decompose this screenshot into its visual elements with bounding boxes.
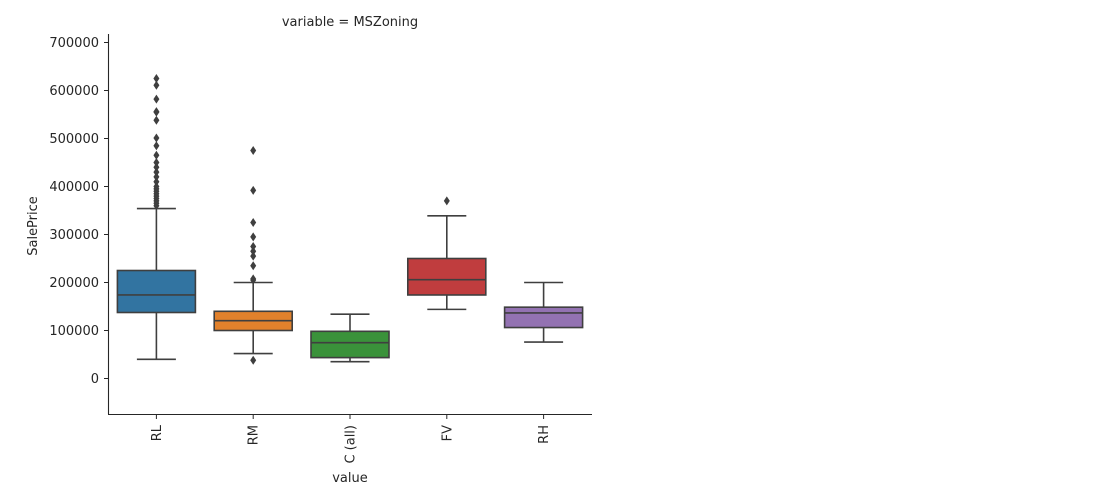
x-tick-label: RM <box>247 425 262 445</box>
y-tick-label: 400000 <box>49 180 99 195</box>
box-rm <box>213 146 293 365</box>
outlier-point <box>250 246 257 256</box>
outlier-point <box>153 167 160 177</box>
outlier-point <box>153 74 160 83</box>
y-tick-label: 300000 <box>49 228 99 243</box>
outlier-point <box>250 242 257 251</box>
y-tick-label: 500000 <box>49 132 99 147</box>
iqr-box <box>310 330 390 359</box>
y-tick-label: 200000 <box>49 276 99 291</box>
y-axis-label: SalePrice <box>26 196 41 256</box>
outlier-point <box>443 196 450 206</box>
outlier-point <box>250 355 257 365</box>
outlier-point <box>250 146 257 155</box>
x-tick-label: C (all) <box>344 425 359 464</box>
outlier-point <box>153 80 160 90</box>
iqr-box <box>406 257 487 296</box>
outlier-point <box>153 150 160 160</box>
chart-title: variable = MSZoning <box>282 15 418 30</box>
outlier-point <box>250 274 257 284</box>
outlier-point <box>250 232 257 242</box>
outlier-point <box>153 115 160 125</box>
outlier-point <box>153 107 160 117</box>
x-tick-label: FV <box>440 425 455 441</box>
x-tick-label: RH <box>537 425 552 444</box>
box-rl <box>116 74 197 361</box>
outlier-point <box>153 182 160 191</box>
x-axis-label: value <box>332 471 368 486</box>
iqr-box <box>503 306 584 329</box>
x-tick-label: RL <box>150 424 165 441</box>
outlier-point <box>250 261 257 271</box>
y-tick-label: 100000 <box>49 324 99 339</box>
iqr-box <box>116 269 197 314</box>
outlier-point <box>153 172 160 182</box>
outlier-point <box>250 251 257 261</box>
outlier-point <box>153 133 160 143</box>
box-c-all <box>310 313 390 363</box>
outlier-point <box>153 162 160 172</box>
y-tick-label: 0 <box>91 372 99 387</box>
x-axis-ticks: RL RM C (all) FV RH <box>150 414 552 464</box>
outlier-point <box>250 185 257 195</box>
y-tick-label: 600000 <box>49 84 99 99</box>
y-axis-ticks: 0 100000 200000 300000 400000 500000 600000 700… <box>49 36 108 387</box>
outlier-point <box>153 94 160 104</box>
y-tick-label: 700000 <box>49 36 99 51</box>
box-series <box>116 74 584 365</box>
outlier-point <box>153 141 160 151</box>
outlier-point <box>153 158 160 167</box>
outlier-point <box>153 177 160 187</box>
outlier-point <box>250 218 257 227</box>
box-rh <box>503 281 584 343</box>
box-fv <box>406 196 487 311</box>
